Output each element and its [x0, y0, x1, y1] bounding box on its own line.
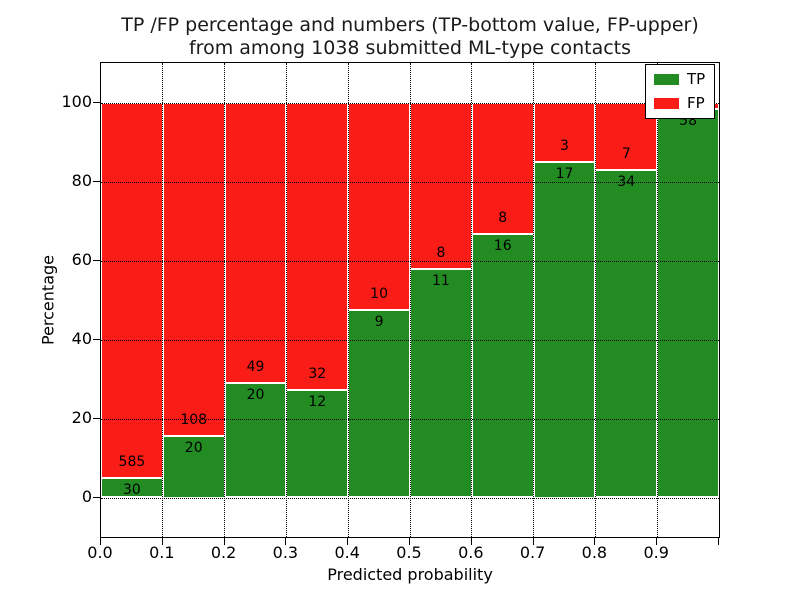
vertical-gridline	[224, 63, 226, 537]
x-tick-mark	[285, 538, 287, 545]
fp-swatch-icon	[654, 98, 679, 109]
vertical-gridline	[347, 63, 349, 537]
fp-bar-segment	[101, 102, 163, 479]
y-tick-mark	[93, 180, 100, 182]
fp-bar-segment	[348, 102, 410, 311]
horizontal-gridline	[101, 339, 719, 341]
tp-bar-segment	[595, 169, 658, 498]
vertical-gridline	[594, 63, 596, 537]
x-tick-mark	[347, 538, 349, 545]
x-tick-label: 0.8	[581, 543, 608, 562]
horizontal-gridline	[101, 497, 719, 499]
x-tick-label: 0.4	[334, 543, 360, 562]
plot-area: 585301082049203212109811816317734158	[100, 62, 720, 538]
horizontal-gridline	[101, 260, 719, 262]
legend-item-tp: TP	[654, 72, 706, 87]
legend: TP FP	[645, 64, 715, 119]
x-tick-label: 0.3	[272, 543, 299, 562]
y-tick-mark	[93, 496, 100, 498]
y-tick-label: 80	[71, 170, 92, 190]
chart-title-line1: TP /FP percentage and numbers (TP-bottom…	[121, 14, 699, 36]
x-tick-label: 0.0	[87, 543, 113, 562]
x-tick-label: 0.6	[458, 543, 484, 562]
tp-bar-segment	[286, 389, 349, 498]
fp-bar-segment	[162, 102, 225, 436]
y-tick-mark	[93, 101, 100, 103]
x-tick-mark	[470, 538, 472, 545]
chart-title-line2: from among 1038 submitted ML-type contac…	[188, 37, 632, 59]
tp-count-label: 11	[431, 272, 450, 289]
fp-count-label: 3	[560, 137, 569, 154]
fp-count-label: 49	[246, 359, 265, 375]
fp-count-label: 108	[180, 411, 208, 428]
x-tick-label: 0.9	[643, 543, 669, 562]
x-tick-mark	[409, 538, 410, 545]
tp-count-label: 12	[308, 393, 327, 410]
fp-count-label: 10	[370, 286, 388, 303]
tp-swatch-icon	[654, 74, 679, 85]
y-tick-label: 20	[71, 407, 92, 427]
legend-item-fp: FP	[654, 96, 706, 111]
x-tick-label: 0.5	[396, 543, 422, 562]
x-tick-mark	[532, 538, 534, 545]
fp-count-label: 8	[498, 210, 508, 227]
tp-count-label: 9	[374, 314, 384, 331]
vertical-gridline	[285, 63, 287, 537]
y-tick-label: 40	[71, 328, 92, 348]
x-tick-mark	[161, 538, 163, 545]
tp-count-label: 30	[122, 482, 141, 499]
horizontal-gridline	[101, 181, 719, 183]
tp-count-label: 16	[493, 238, 512, 255]
vertical-gridline	[409, 63, 411, 537]
tp-count-label: 20	[184, 439, 203, 456]
y-tick-mark	[93, 259, 100, 261]
x-axis-label: Predicted probability	[327, 565, 493, 584]
fp-count-label: 7	[621, 145, 631, 162]
vertical-gridline	[656, 63, 658, 537]
x-tick-mark	[656, 538, 658, 545]
fp-count-label: 8	[436, 244, 446, 261]
tp-bar-segment	[348, 310, 410, 498]
x-tick-label: 0.7	[519, 543, 546, 562]
horizontal-gridline	[101, 102, 719, 104]
vertical-gridline	[471, 63, 473, 537]
legend-label-tp: TP	[687, 70, 706, 88]
y-tick-label: 60	[71, 249, 92, 269]
x-tick-mark	[594, 538, 596, 545]
x-tick-mark	[223, 538, 225, 545]
tp-bar-segment	[471, 234, 534, 498]
chart-title: TP /FP percentage and numbers (TP-bottom…	[90, 14, 730, 60]
vertical-gridline	[162, 63, 164, 537]
y-tick-mark	[93, 338, 100, 340]
tp-count-label: 20	[246, 387, 265, 403]
fp-count-label: 32	[308, 365, 327, 382]
x-tick-mark	[718, 538, 719, 545]
horizontal-gridline	[101, 418, 719, 420]
fp-bar-segment	[224, 102, 287, 383]
tp-bar-segment	[224, 383, 287, 498]
fp-bar-segment	[286, 102, 349, 390]
x-tick-mark	[100, 538, 101, 545]
fp-count-label: 585	[118, 454, 146, 471]
tp-bar-segment	[657, 109, 719, 498]
tp-bar-segment	[533, 161, 596, 498]
legend-label-fp: FP	[687, 94, 705, 112]
tp-bar-segment	[410, 268, 472, 498]
x-tick-label: 0.2	[210, 543, 237, 562]
tp-count-label: 17	[555, 165, 574, 182]
x-tick-label: 0.1	[149, 543, 175, 562]
vertical-gridline	[533, 63, 535, 537]
tp-bar-segment	[162, 435, 225, 498]
y-tick-label: 0	[81, 486, 92, 506]
tp-count-label: 34	[617, 173, 636, 190]
y-tick-label: 100	[61, 91, 92, 111]
y-tick-mark	[93, 417, 100, 419]
